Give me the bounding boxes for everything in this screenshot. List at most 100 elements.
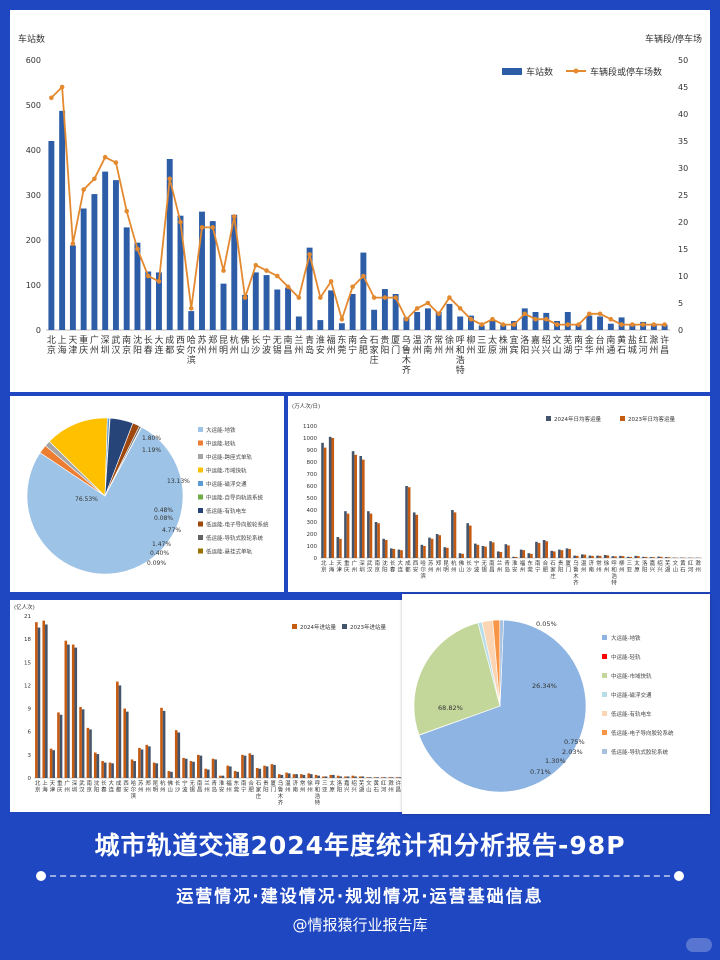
city-label: 苏州 xyxy=(197,334,206,356)
city-label: 红河 xyxy=(688,559,694,574)
depot-point xyxy=(543,316,549,322)
divider-line xyxy=(40,875,680,877)
station-bar xyxy=(317,320,324,330)
bar-2024 xyxy=(611,556,615,558)
depot-point xyxy=(404,316,409,322)
bar-2023 xyxy=(67,644,70,778)
pie-value-label: 1.47% xyxy=(152,541,171,548)
legend-swatch xyxy=(198,427,203,432)
bar-2023 xyxy=(507,545,510,558)
depot-point xyxy=(382,295,388,300)
bar-2024 xyxy=(381,777,384,778)
bar-2023 xyxy=(354,776,357,778)
bar-2024 xyxy=(535,541,538,558)
tick-label: 900 xyxy=(307,448,318,454)
city-label: 南宁 xyxy=(241,779,247,794)
bar-2024 xyxy=(167,771,171,778)
city-label: 呼和浩特 xyxy=(315,780,321,807)
depot-point xyxy=(264,268,269,273)
city-label: 滁州 xyxy=(388,779,394,794)
bar-2023 xyxy=(637,556,640,558)
bar-2023 xyxy=(398,777,401,778)
depot-point xyxy=(350,284,355,290)
city-label: 杭州 xyxy=(160,779,166,794)
pie-value-label: 1.30% xyxy=(545,757,566,765)
right-axis-label: 车辆段/停车场 xyxy=(645,33,702,45)
bar-2023 xyxy=(362,459,365,558)
legend-swatch xyxy=(602,635,607,640)
bar-2023 xyxy=(229,766,232,778)
city-label: 嘉兴 xyxy=(531,334,540,356)
city-label: 长春 xyxy=(390,559,396,574)
station-bar xyxy=(661,324,668,330)
left-tick-label: 300 xyxy=(26,191,41,200)
city-label: 红河 xyxy=(639,334,648,356)
city-label: 石家庄 xyxy=(370,336,379,366)
legend-swatch xyxy=(198,454,203,459)
depot-point xyxy=(296,295,302,300)
bar-2023 xyxy=(170,771,173,778)
city-label: 杭州 xyxy=(451,559,457,574)
city-label: 武汉 xyxy=(111,334,120,356)
station-bar xyxy=(468,315,474,330)
legend-label: 中运能-轻轨 xyxy=(206,440,236,448)
city-label: 佛山 xyxy=(167,779,173,794)
bar-2024 xyxy=(49,748,53,778)
bar-2024 xyxy=(428,537,431,558)
city-label: 宁波 xyxy=(182,779,188,794)
bar-2024 xyxy=(412,512,416,558)
city-label: 常州 xyxy=(434,334,443,356)
city-label: 郑州 xyxy=(145,779,151,794)
city-label: 青岛 xyxy=(504,559,510,574)
bar-2023 xyxy=(155,763,159,778)
bar-2024 xyxy=(527,553,531,558)
city-label: 呼和浩特 xyxy=(456,335,465,376)
city-label: 深圳 xyxy=(72,779,78,794)
tick-label: 9 xyxy=(28,707,32,713)
station-bar xyxy=(478,325,485,330)
legend-label: 大运能-地铁 xyxy=(611,634,641,642)
bar-2023 xyxy=(468,525,472,558)
bar-2023 xyxy=(522,550,526,558)
city-label: 合肥 xyxy=(359,334,368,356)
depot-point xyxy=(587,311,592,317)
pie-value-label: 13.13% xyxy=(167,478,190,485)
station-bar xyxy=(80,208,87,330)
bar-2023 xyxy=(37,627,41,778)
pie-value-label: 1.80% xyxy=(142,435,161,442)
city-label: 兰州 xyxy=(204,779,210,794)
city-label: 嘉兴 xyxy=(650,559,656,574)
bar-2024 xyxy=(619,555,622,558)
bar-2024 xyxy=(86,727,90,778)
bar-2024 xyxy=(344,511,347,558)
bar-2024 xyxy=(420,544,424,558)
station-bar xyxy=(575,324,582,330)
city-label: 沈阳 xyxy=(382,559,388,574)
legend-line-marker xyxy=(573,68,579,74)
report-title: 城市轨道交通2024年度统计和分析报告-98P xyxy=(94,831,626,860)
bar-2024 xyxy=(64,640,68,778)
tick-label: 18 xyxy=(24,637,31,643)
bar-2024 xyxy=(233,771,237,778)
bar-2024 xyxy=(138,747,141,778)
city-label: 哈尔滨 xyxy=(420,559,426,580)
station-bar xyxy=(500,324,507,330)
city-label: 贵阳 xyxy=(380,334,389,356)
city-label: 长春 xyxy=(101,779,107,794)
daily-ridership-chart-panel: (万人次/日) 北京 上海 天津 重庆 广州 深圳 武汉 南京 沈阳 长春 大连 成都 西安 哈尔滨 苏州 郑州… xyxy=(288,396,710,592)
bar-2023 xyxy=(390,777,394,778)
bar-2023 xyxy=(537,543,541,558)
depot-point xyxy=(608,316,614,322)
right-tick-label: 10 xyxy=(678,272,688,281)
bar-2024 xyxy=(314,774,318,778)
bar-2023 xyxy=(162,710,166,778)
bar-2023 xyxy=(148,746,151,778)
bar-2023 xyxy=(659,556,663,558)
city-label: 株洲 xyxy=(499,334,508,356)
city-label: 洛阳 xyxy=(520,334,529,356)
legend-swatch xyxy=(198,494,203,500)
city-label: 无锡 xyxy=(273,335,282,356)
city-label: 南宁 xyxy=(535,559,541,574)
legend-label: 低运能-悬挂式单轨 xyxy=(206,548,252,556)
city-label: 东莞 xyxy=(234,779,240,794)
